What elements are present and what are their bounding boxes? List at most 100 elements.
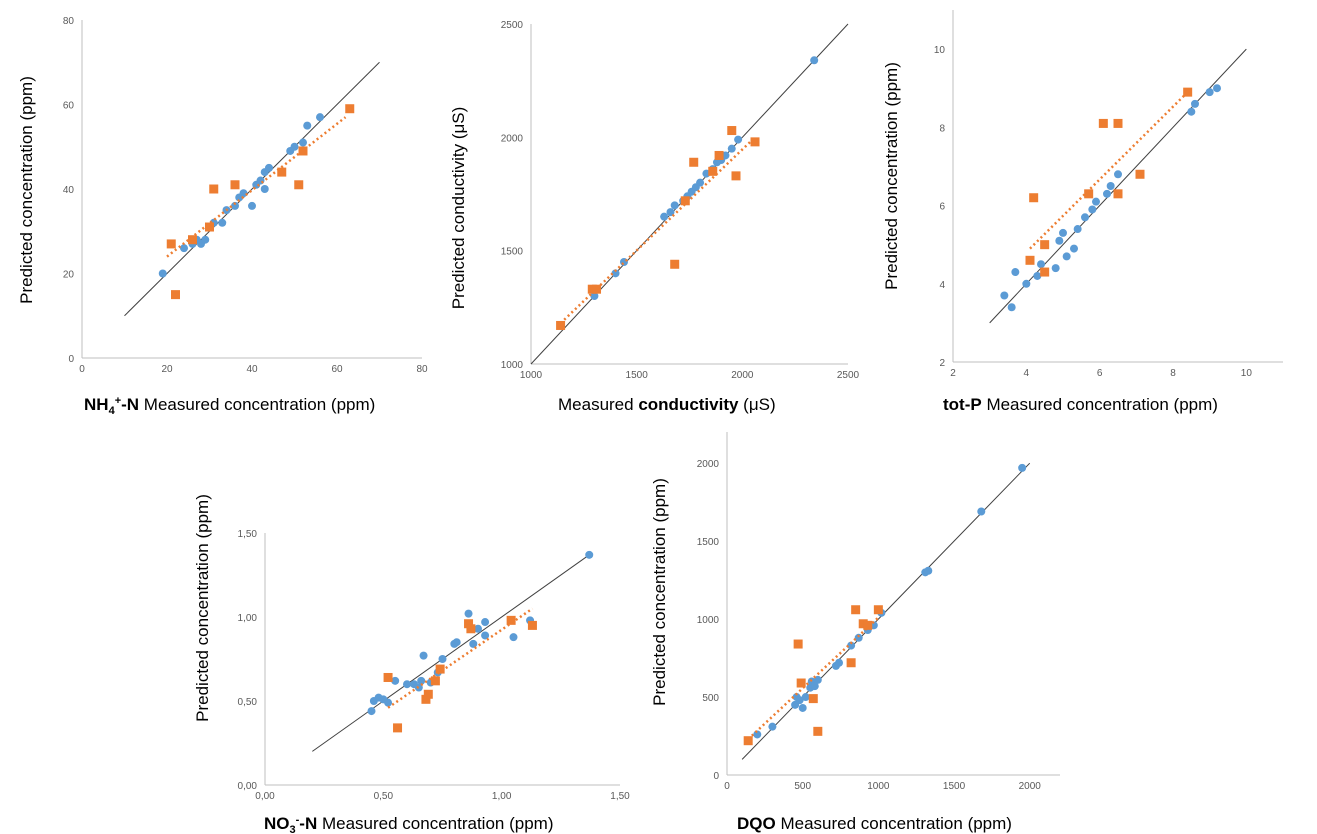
x-tick-label: 1500 [626,370,649,381]
x-tick-label: 1500 [943,781,966,792]
data-point-square [1135,169,1145,179]
data-point-circle [854,633,863,642]
data-point-square [421,694,431,704]
data-point-circle [248,201,256,210]
data-point-square [277,167,287,177]
data-point-circle [438,655,447,663]
data-point-circle [768,722,777,731]
data-point-circle [452,638,461,647]
data-point-square [714,150,724,160]
data-point-circle [847,641,856,650]
data-point-square [423,689,433,699]
x-tick-label: 1000 [867,781,890,792]
data-point-circle [666,208,675,217]
data-point-circle [1000,291,1009,300]
data-point-circle [660,212,669,221]
trend-line [1029,91,1189,250]
data-point-circle [1191,99,1199,108]
y-tick-label: 1000 [501,360,524,371]
data-point-square [345,104,355,114]
chart2-xlabel: Measured conductivity (μS) [558,395,776,414]
data-point-circle [1062,252,1071,261]
data-point-square [813,726,823,736]
chart4-xlabel-rest: Measured concentration (ppm) [317,814,553,833]
data-point-circle [1037,260,1045,269]
y-tick-label: 40 [63,185,75,196]
y-tick-label: 10 [934,45,946,56]
data-point-square [793,639,803,649]
data-point-square [1029,193,1039,203]
data-point-square [727,126,737,136]
data-point-circle [481,631,490,640]
data-point-square [1113,189,1123,199]
data-point-circle [290,142,299,151]
y-tick-label: 0 [713,771,719,782]
chart4-xlabel: NO3--N Measured concentration (ppm) [264,814,553,834]
data-point-circle [1022,279,1031,288]
data-point-circle [734,135,743,144]
x-tick-label: 20 [161,364,173,375]
y-tick-label: 2000 [697,459,720,470]
data-point-circle [1103,189,1111,198]
x-tick-label: 2500 [837,370,860,381]
data-point-square [796,678,806,688]
data-point-circle [835,658,844,667]
y-tick-label: 0,50 [238,697,258,708]
chart3-ylabel: Predicted concentration (ppm) [882,62,901,290]
x-tick-label: 0,50 [374,791,394,802]
x-tick-label: 1,50 [610,791,630,802]
data-point-square [846,658,856,668]
data-point-circle [231,201,239,210]
chart3-xlabel: tot-P Measured concentration (ppm) [943,395,1218,414]
data-point-circle [1106,182,1115,190]
data-point-circle [813,675,822,684]
identity-line [741,462,1031,760]
data-point-square [808,694,818,704]
data-point-circle [1213,84,1221,93]
y-tick-label: 2500 [501,20,524,31]
data-point-circle [158,269,167,278]
data-point-square [1040,240,1050,250]
chart5-xlabel-bold: DQO [737,814,776,833]
data-point-circle [1092,197,1100,206]
data-point-circle [419,651,428,660]
x-tick-label: 80 [416,364,428,375]
data-point-circle [1073,225,1082,234]
data-point-square [205,222,214,232]
data-point-circle [1088,205,1097,214]
trend-line [559,136,756,325]
chart-2: 1000 1500 2000 2500 1000 1500 2000 2500 [501,20,860,381]
data-point-circle [1114,170,1122,179]
x-tick-label: 10 [1241,368,1253,379]
data-point-square [188,235,197,245]
x-tick-label: 2000 [1019,781,1042,792]
data-point-square [592,284,602,294]
y-tick-label: 4 [939,280,945,291]
y-tick-label: 80 [63,16,75,27]
data-point-circle [801,693,810,702]
x-tick-label: 8 [1170,368,1176,379]
x-tick-label: 60 [331,364,343,375]
data-point-square [1113,118,1123,128]
x-tick-label: 40 [246,364,258,375]
data-point-circle [1205,88,1214,97]
data-point-circle [1059,228,1067,237]
data-point-square [466,624,476,634]
data-point-circle [1051,264,1060,273]
data-point-circle [367,707,376,716]
y-tick-label: 1000 [697,615,720,626]
data-point-circle [201,235,210,244]
y-tick-label: 1,00 [238,613,258,624]
x-tick-label: 0,00 [255,791,275,802]
x-tick-label: 6 [1097,368,1103,379]
data-point-circle [798,703,807,712]
data-point-square [527,620,537,630]
data-point-square [1040,267,1050,277]
data-point-square [209,184,219,194]
y-tick-label: 0 [68,354,74,365]
data-point-circle [977,507,986,516]
y-tick-label: 500 [702,693,719,704]
data-point-square [506,615,516,625]
data-point-circle [256,176,265,185]
data-point-circle [180,244,188,253]
